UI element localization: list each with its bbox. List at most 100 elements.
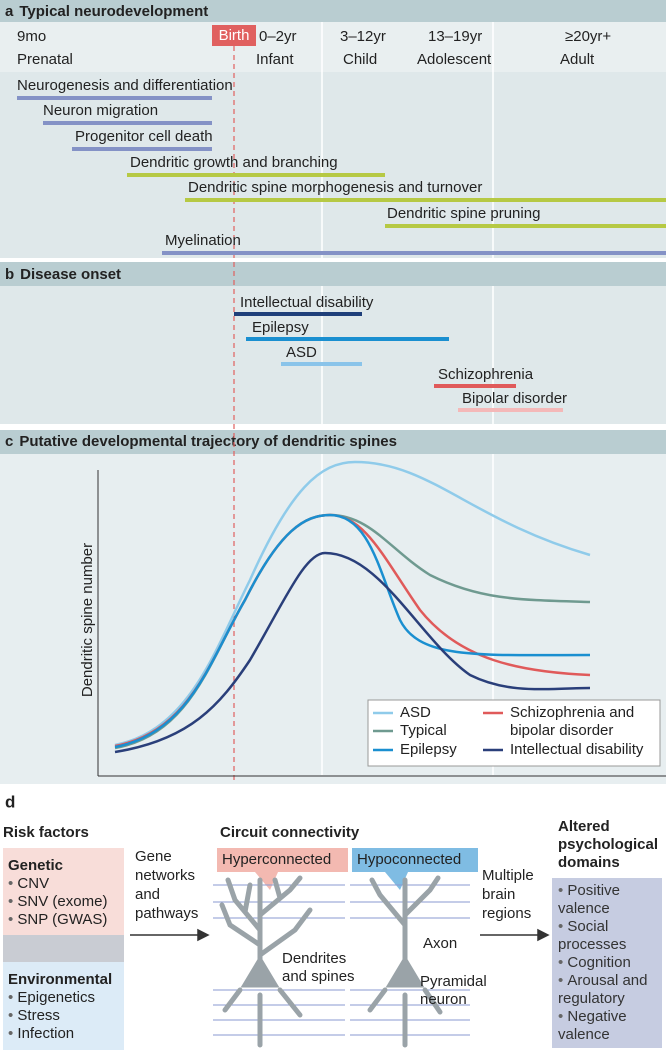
hypo-neuron [367, 875, 443, 1048]
panel-title-text: Disease onset [20, 266, 121, 283]
disease-label: ASD [286, 344, 317, 361]
list-item: Stress [8, 1007, 95, 1025]
legend-label: Schizophrenia and bipolar disorder [510, 704, 635, 739]
onset-bar [246, 337, 449, 341]
process-label: Neuron migration [43, 102, 158, 119]
environmental-list: EpigeneticsStressInfection [8, 989, 95, 1043]
hyper-box [217, 848, 348, 872]
period-label: Prenatal [17, 51, 73, 68]
panel-bg [0, 286, 666, 424]
list-item: Infection [8, 1025, 95, 1043]
period-label: Child [343, 51, 377, 68]
curve-intellectual-disability [114, 551, 591, 754]
legend-label: Intellectual disability [510, 741, 644, 758]
process-bar [17, 96, 212, 100]
panel-header [0, 430, 666, 454]
age-dividers [321, 22, 494, 775]
panel-title: c Putative developmental trajectory of de… [5, 433, 397, 450]
disease-label: Bipolar disorder [462, 390, 567, 407]
genetic-list: CNVSNV (exome)SNP (GWAS) [8, 875, 107, 929]
domains-title: Altered psychological domains [558, 818, 659, 871]
list-item: CNV [8, 875, 107, 893]
axon-label: Axon [423, 935, 458, 952]
overlap-box [3, 935, 124, 962]
environmental-title: Environmental [8, 971, 113, 988]
panel-label: a [5, 3, 14, 20]
panel-title-text: Putative developmental trajectory of den… [19, 433, 397, 450]
period-label: Adult [560, 51, 595, 68]
process-label: Dendritic spine morphogenesis and turnov… [188, 179, 482, 196]
panel-label: b [5, 266, 14, 283]
regions-label: Multiple brain regions [482, 867, 534, 922]
list-item: Negative valence [558, 1008, 660, 1044]
panel-title-text: Typical neurodevelopment [19, 3, 208, 20]
list-item: Positive valence [558, 882, 660, 918]
onset-bar [434, 384, 516, 388]
hypo-label: Hypoconnected [357, 851, 462, 868]
disease-label: Schizophrenia [438, 366, 534, 383]
panel-title: b Disease onset [5, 266, 121, 283]
onset-bar [458, 408, 563, 412]
process-bar [185, 198, 666, 202]
arrows [130, 928, 550, 942]
onset-bar [281, 362, 362, 366]
hypo-box [352, 848, 478, 872]
hyper-neuron [219, 875, 313, 1048]
panel-title: a Typical neurodevelopment [5, 3, 208, 20]
pyramidal-label: Pyramidal neuron [420, 973, 487, 1008]
arrow-head [537, 928, 550, 942]
list-item: SNP (GWAS) [8, 911, 107, 929]
age-label: 3–12yr [340, 28, 386, 45]
list-item: Arousal and regulatory [558, 972, 660, 1008]
list-item: SNV (exome) [8, 893, 107, 911]
hypo-pointer [385, 872, 408, 890]
period-label: Infant [256, 51, 294, 68]
disease-label: Intellectual disability [240, 294, 374, 311]
legend-label: ASD [400, 704, 431, 721]
age-label: 13–19yr [428, 28, 482, 45]
panel-header [0, 0, 666, 22]
hyper-pointer [255, 872, 278, 890]
y-axis-label: Dendritic spine number [79, 543, 96, 697]
process-label: Dendritic growth and branching [130, 154, 338, 171]
legend-label: Epilepsy [400, 741, 457, 758]
age-label: ≥20yr+ [565, 28, 611, 45]
panel-label: c [5, 433, 13, 450]
process-bar [385, 224, 666, 228]
age-label: 9mo [17, 28, 46, 45]
process-bar [43, 121, 212, 125]
genetic-title: Genetic [8, 857, 64, 874]
hyper-label: Hyperconnected [222, 851, 332, 868]
process-label: Neurogenesis and differentiation [17, 77, 233, 94]
list-item: Cognition [558, 954, 660, 972]
panel-label: d [5, 792, 15, 811]
process-label: Progenitor cell death [75, 128, 213, 145]
list-item: Social processes [558, 918, 660, 954]
list-item: Epigenetics [8, 989, 95, 1007]
panel-header [0, 262, 666, 286]
birth-label: Birth [219, 27, 250, 44]
process-bar [127, 173, 385, 177]
curves [114, 460, 591, 754]
dendrites-label: Dendrites and spines [282, 950, 355, 985]
disease-label: Epilepsy [252, 319, 309, 336]
gene-networks-label: Gene networks and pathways [135, 848, 199, 922]
domains-list: Positive valenceSocial processesCognitio… [558, 882, 660, 1044]
process-bar [162, 251, 666, 255]
process-bar [72, 147, 212, 151]
age-band [0, 22, 666, 72]
period-label: Adolescent [417, 51, 492, 68]
risk-title: Risk factors [3, 824, 89, 841]
onset-bar [234, 312, 362, 316]
legend-label: Typical [400, 722, 447, 739]
legend-box [367, 699, 661, 767]
curve-asd [114, 460, 591, 747]
age-label: 0–2yr [259, 28, 297, 45]
arrow-head [197, 928, 210, 942]
circuit-title: Circuit connectivity [220, 824, 360, 841]
process-label: Dendritic spine pruning [387, 205, 540, 222]
process-label: Myelination [165, 232, 241, 249]
birth-box [212, 25, 256, 46]
